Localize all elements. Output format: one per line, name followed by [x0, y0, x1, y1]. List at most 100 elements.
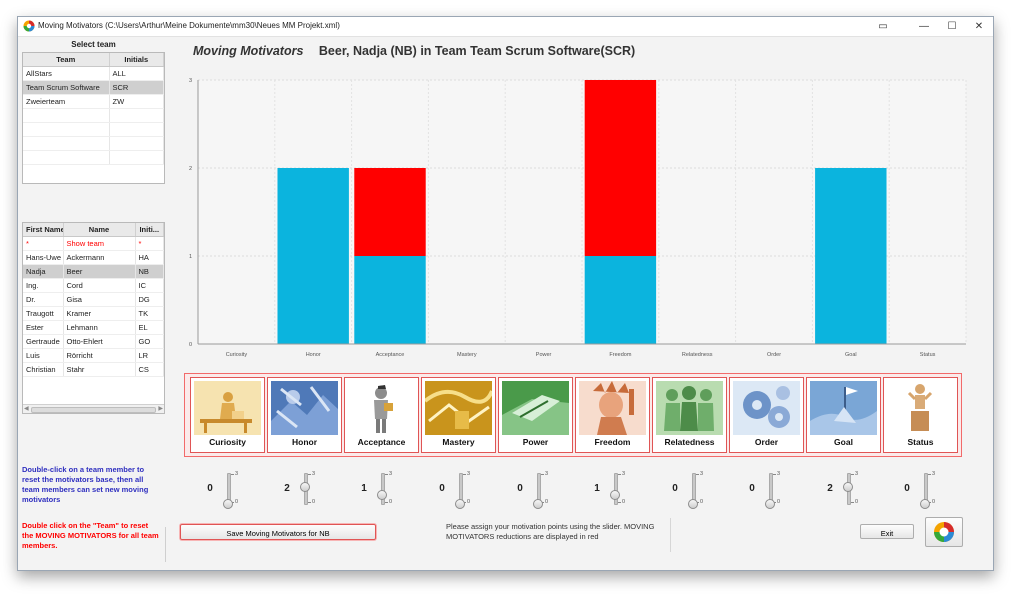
show-team-row[interactable]: * Show team *: [23, 236, 164, 251]
member-name[interactable]: Otto-Ehlert: [63, 334, 136, 349]
member-initials[interactable]: GO: [135, 334, 164, 349]
slider-goal[interactable]: 2 3 0: [823, 471, 873, 511]
slider-relatedness[interactable]: 0 3 0: [668, 471, 718, 511]
member-row[interactable]: Dr. Gisa DG: [23, 292, 164, 307]
member-name[interactable]: Beer: [63, 264, 136, 279]
member-first-name[interactable]: Ester: [23, 320, 64, 335]
maximize-button[interactable]: ☐: [947, 21, 957, 32]
member-name[interactable]: Gisa: [63, 292, 136, 307]
team-name[interactable]: AllStars: [23, 66, 110, 81]
member-first-name[interactable]: Luis: [23, 348, 64, 363]
member-initials[interactable]: NB: [135, 264, 164, 279]
member-table[interactable]: First Name Name Initi... * Show team * H…: [22, 222, 165, 414]
team-row[interactable]: Zweierteam ZW: [23, 94, 164, 109]
scroll-right-icon[interactable]: ▶: [158, 406, 163, 412]
member-name[interactable]: Lehmann: [63, 320, 136, 335]
team-table[interactable]: Team Initials AllStars ALL Team Scrum So…: [22, 52, 165, 184]
slider-thumb[interactable]: [610, 490, 620, 500]
slider-power[interactable]: 0 3 0: [513, 471, 563, 511]
slider-thumb[interactable]: [533, 499, 543, 509]
member-initials[interactable]: TK: [135, 306, 164, 321]
restore-icon[interactable]: ▭: [878, 21, 888, 32]
member-initials[interactable]: EL: [135, 320, 164, 335]
slider-thumb[interactable]: [300, 482, 310, 492]
slider-status[interactable]: 0 3 0: [900, 471, 950, 511]
member-first-name[interactable]: Dr.: [23, 292, 64, 307]
logo-button[interactable]: [925, 517, 963, 547]
member-first-name[interactable]: Hans-Uwe: [23, 250, 64, 265]
slider-thumb[interactable]: [688, 499, 698, 509]
team-row[interactable]: AllStars ALL: [23, 66, 164, 81]
slider-acceptance[interactable]: 1 3 0: [357, 471, 407, 511]
member-initials[interactable]: CS: [135, 362, 164, 377]
motivator-card-curiosity[interactable]: Curiosity: [190, 377, 265, 453]
member-row[interactable]: Ester Lehmann EL: [23, 320, 164, 335]
motivator-card-mastery[interactable]: Mastery: [421, 377, 496, 453]
member-initials[interactable]: LR: [135, 348, 164, 363]
member-name[interactable]: Ackermann: [63, 250, 136, 265]
team-name[interactable]: Zweierteam: [23, 94, 110, 109]
member-name[interactable]: Kramer: [63, 306, 136, 321]
slider-freedom[interactable]: 1 3 0: [590, 471, 640, 511]
slider-track[interactable]: [381, 473, 385, 505]
scroll-left-icon[interactable]: ◀: [24, 406, 29, 412]
member-row[interactable]: Gertraude Otto-Ehlert GO: [23, 334, 164, 349]
slider-order[interactable]: 0 3 0: [745, 471, 795, 511]
save-button[interactable]: Save Moving Motivators for NB: [180, 524, 376, 540]
member-name[interactable]: Rörricht: [63, 348, 136, 363]
motivator-card-status[interactable]: Status: [883, 377, 958, 453]
team-column-header[interactable]: Team: [23, 53, 110, 67]
close-button[interactable]: ✕: [974, 21, 984, 32]
member-row[interactable]: Traugott Kramer TK: [23, 306, 164, 321]
member-initials[interactable]: *: [135, 236, 164, 251]
member-first-name[interactable]: Nadja: [23, 264, 64, 279]
team-name[interactable]: Team Scrum Software: [23, 80, 110, 95]
first-name-column-header[interactable]: First Name: [23, 223, 64, 237]
name-column-header[interactable]: Name: [63, 223, 136, 237]
slider-thumb[interactable]: [843, 482, 853, 492]
slider-curiosity[interactable]: 0 3 0: [203, 471, 253, 511]
motivator-card-power[interactable]: Power: [498, 377, 573, 453]
member-name[interactable]: Cord: [63, 278, 136, 293]
member-first-name[interactable]: Christian: [23, 362, 64, 377]
member-first-name[interactable]: Gertraude: [23, 334, 64, 349]
slider-honor[interactable]: 2 3 0: [280, 471, 330, 511]
slider-thumb[interactable]: [920, 499, 930, 509]
slider-thumb[interactable]: [377, 490, 387, 500]
team-initials[interactable]: ALL: [109, 66, 164, 81]
team-row-selected[interactable]: Team Scrum Software SCR: [23, 80, 164, 95]
slider-mastery[interactable]: 0 3 0: [435, 471, 485, 511]
member-row[interactable]: Ing. Cord IC: [23, 278, 164, 293]
motivator-card-freedom[interactable]: Freedom: [575, 377, 650, 453]
motivator-card-relatedness[interactable]: Relatedness: [652, 377, 727, 453]
team-initials[interactable]: SCR: [109, 80, 164, 95]
motivator-card-acceptance[interactable]: Acceptance: [344, 377, 419, 453]
exit-button[interactable]: Exit: [860, 524, 914, 539]
slider-thumb[interactable]: [765, 499, 775, 509]
initials-column-header[interactable]: Initials: [109, 53, 164, 67]
member-initials[interactable]: HA: [135, 250, 164, 265]
member-first-name[interactable]: *: [23, 236, 64, 251]
member-row[interactable]: Christian Stahr CS: [23, 362, 164, 377]
member-table-scrollbar[interactable]: ◀ ▶: [23, 404, 164, 413]
slider-track[interactable]: [614, 473, 618, 505]
member-row-selected[interactable]: Nadja Beer NB: [23, 264, 164, 279]
member-first-name[interactable]: Ing.: [23, 278, 64, 293]
scrollbar-thumb[interactable]: [31, 407, 156, 413]
member-initials[interactable]: IC: [135, 278, 164, 293]
member-first-name[interactable]: Traugott: [23, 306, 64, 321]
member-row[interactable]: Luis Rörricht LR: [23, 348, 164, 363]
member-name[interactable]: Stahr: [63, 362, 136, 377]
member-row[interactable]: Hans-Uwe Ackermann HA: [23, 250, 164, 265]
motivator-card-order[interactable]: Order: [729, 377, 804, 453]
slider-min-label: 0: [777, 499, 781, 505]
motivator-card-goal[interactable]: Goal: [806, 377, 881, 453]
team-initials[interactable]: ZW: [109, 94, 164, 109]
motivator-card-honor[interactable]: Honor: [267, 377, 342, 453]
member-initials[interactable]: DG: [135, 292, 164, 307]
slider-thumb[interactable]: [223, 499, 233, 509]
initials-column-header[interactable]: Initi...: [135, 223, 164, 237]
minimize-button[interactable]: —: [919, 21, 929, 32]
slider-thumb[interactable]: [455, 499, 465, 509]
member-name[interactable]: Show team: [63, 236, 136, 251]
